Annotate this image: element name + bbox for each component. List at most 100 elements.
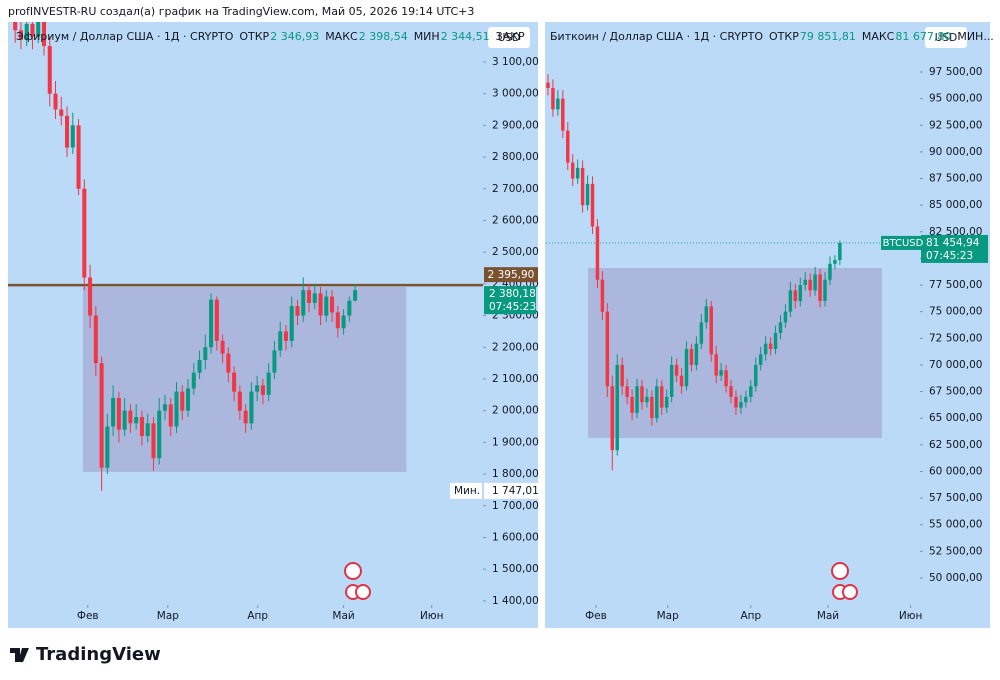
- candle-body: [828, 263, 832, 280]
- chart-title: Эфириум / Доллар США · 1Д · CRYPTO: [16, 30, 234, 43]
- candle-body: [724, 370, 728, 387]
- candle-body: [625, 386, 629, 397]
- chart-header: Эфириум / Доллар США · 1Д · CRYPTO ОТКР2 …: [16, 30, 525, 43]
- candle-body: [660, 386, 664, 408]
- x-tick-label: Июн: [420, 610, 444, 622]
- candle-body: [283, 331, 288, 341]
- y-tick-label: 75 000,00: [929, 306, 982, 318]
- candle-body: [674, 364, 679, 376]
- range-box: [82, 287, 407, 472]
- candle-body: [289, 306, 294, 341]
- candle-body: [318, 293, 323, 316]
- y-tick-label: 97 500,00: [929, 66, 982, 78]
- countdown-label: 07:45:23: [926, 250, 973, 262]
- candle-body: [714, 354, 718, 376]
- candle-body: [615, 364, 619, 451]
- plot-area: [8, 22, 483, 491]
- candle-body: [595, 226, 600, 280]
- x-tick-label: Май: [332, 610, 354, 622]
- candle-body: [704, 306, 709, 323]
- candle-body: [793, 290, 798, 302]
- candle-body: [186, 388, 191, 411]
- y-tick-label: 1 500,00: [492, 563, 539, 575]
- candle-body: [630, 396, 634, 413]
- candle-body: [645, 396, 649, 403]
- candle-body: [24, 23, 29, 40]
- candle-body: [551, 87, 555, 110]
- candle-body: [36, 22, 41, 37]
- header-field-value: 2 398,54: [359, 30, 408, 43]
- y-tick-label: 72 500,00: [929, 332, 982, 344]
- y-tick-label: 90 000,00: [929, 146, 982, 158]
- candle-body: [209, 299, 214, 348]
- candle-body: [575, 167, 580, 179]
- candle-body: [197, 359, 202, 373]
- candle-body: [783, 311, 788, 323]
- min-name: Мин.: [454, 485, 480, 497]
- candle-body: [699, 322, 704, 344]
- header-field-name: ОТКР: [769, 30, 799, 43]
- candle-body: [18, 30, 23, 40]
- candle-body: [818, 274, 822, 302]
- y-tick-label: 70 000,00: [929, 359, 982, 371]
- candle-body: [749, 386, 753, 397]
- candle-body: [610, 386, 615, 451]
- candle-body: [763, 343, 768, 355]
- y-tick-label: 1 700,00: [492, 500, 539, 512]
- candle-body: [191, 372, 196, 389]
- candle-body: [754, 364, 758, 387]
- candle-body: [808, 279, 812, 291]
- flag-icon: [842, 584, 858, 600]
- candle-body: [301, 290, 306, 316]
- candle-body: [162, 404, 167, 411]
- candle-body: [243, 410, 248, 424]
- candle-body: [570, 162, 575, 179]
- header-field-name: ОТКР: [239, 30, 269, 43]
- candle-body: [744, 396, 748, 403]
- currency-label: USD: [498, 32, 520, 44]
- candle-body: [335, 312, 340, 329]
- x-tick-label: Июн: [899, 610, 923, 622]
- y-tick-label: 55 000,00: [929, 519, 982, 531]
- candle-body: [203, 347, 208, 360]
- candle-body: [813, 274, 817, 291]
- chart-title: Биткоин / Доллар США · 1Д · CRYPTO: [550, 30, 763, 43]
- candle-body: [111, 397, 116, 427]
- candle-body: [128, 410, 133, 424]
- currency-button: [925, 27, 967, 48]
- candle-body: [226, 353, 231, 373]
- hline-label: 2 395,90: [488, 269, 535, 281]
- header-field-value: 79 851,81: [800, 30, 856, 43]
- price-axis: 3 100,00 3 000,00 2 900,00 2 800,00 2 700,00…: [77, 27, 539, 622]
- logo-icon: [10, 648, 29, 662]
- candle-body: [88, 277, 93, 316]
- candle-body: [605, 311, 610, 387]
- x-tick-label: Фев: [585, 610, 607, 622]
- candle-body: [122, 410, 127, 430]
- plot-area: [546, 74, 920, 471]
- header-field-value: 2 346,93: [270, 30, 319, 43]
- min-value: 1 747,01: [492, 485, 539, 497]
- caption: profINVESTR-RU создал(а) график на Tradi…: [8, 5, 474, 18]
- candle-body: [739, 402, 743, 408]
- y-tick-label: 2 800,00: [492, 151, 539, 163]
- candle-body: [768, 343, 773, 349]
- candle-body: [93, 315, 98, 364]
- candle-body: [684, 348, 689, 387]
- candle-body: [561, 98, 565, 131]
- y-tick-label: 95 000,00: [929, 93, 982, 105]
- event-icon: [344, 562, 362, 580]
- currency-label: USD: [935, 32, 957, 44]
- y-tick-label: 60 000,00: [929, 465, 982, 477]
- header-field-name: МИН...: [957, 30, 993, 43]
- y-tick-label: 2 700,00: [492, 183, 539, 195]
- candle-body: [272, 350, 277, 373]
- y-tick-label: 1 900,00: [492, 436, 539, 448]
- last-price-label: 2 380,18: [489, 288, 536, 300]
- logo: TradingView: [10, 644, 161, 665]
- candle-body: [669, 364, 674, 397]
- candle-body: [650, 396, 654, 419]
- candle-body: [585, 183, 590, 206]
- event-icon: [831, 562, 849, 580]
- candle-body: [53, 93, 58, 110]
